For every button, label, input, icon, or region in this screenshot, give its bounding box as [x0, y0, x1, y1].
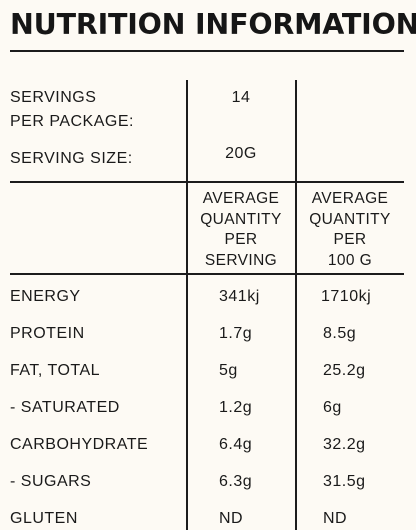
column-divider-1 — [186, 80, 188, 530]
row-sugars-label: - SUGARS — [10, 473, 92, 490]
row-gluten-per-serving: ND — [219, 510, 244, 527]
row-saturated-per-serving: 1.2g — [219, 399, 253, 416]
row-fat-total-per-serving: 5g — [219, 362, 238, 379]
column-header-per-serving-line3: PER — [224, 231, 258, 248]
column-header-per-100g-line3: PER — [333, 231, 367, 248]
row-saturated-label: - SATURATED — [10, 399, 120, 416]
column-header-per-100g-line2: QUANTITY — [309, 210, 391, 228]
row-protein-label: PROTEIN — [10, 325, 85, 342]
column-header-per-serving-line1: AVERAGE — [202, 190, 280, 207]
row-saturated-per-100g: 6g — [323, 399, 342, 416]
row-fat-total-per-100g: 25.2g — [323, 362, 366, 379]
row-carbohydrate-per-serving: 6.4g — [219, 436, 253, 453]
row-protein-per-serving: 1.7g — [219, 325, 253, 342]
column-header-per-serving-line4: SERVING — [204, 251, 278, 269]
servings-label-line2: PER PACKAGE: — [10, 113, 134, 130]
column-divider-2 — [295, 80, 297, 530]
row-protein-per-100g: 8.5g — [323, 325, 357, 342]
column-header-per-100g-line1: AVERAGE — [311, 190, 389, 207]
column-header-per-100g-line4: 100 G — [327, 251, 373, 269]
row-fat-total-label: FAT, TOTAL — [10, 362, 101, 379]
row-gluten-per-100g: ND — [323, 510, 348, 527]
summary-divider — [10, 181, 404, 183]
title-underline — [10, 50, 404, 52]
serving-size-label: SERVING SIZE: — [10, 150, 133, 167]
page-title: NUTRITION INFORMATION — [10, 8, 416, 41]
row-energy-per-100g: 1710kj — [321, 288, 372, 305]
servings-label-line1: SERVINGS — [10, 89, 97, 106]
servings-value: 14 — [231, 89, 251, 106]
row-gluten-label: GLUTEN — [10, 510, 78, 527]
serving-size-value: 20G — [225, 145, 257, 162]
row-energy-label: ENERGY — [10, 288, 81, 305]
row-sugars-per-serving: 6.3g — [219, 473, 253, 490]
row-sugars-per-100g: 31.5g — [323, 473, 366, 490]
row-energy-per-serving: 341kj — [219, 288, 260, 305]
row-carbohydrate-label: CARBOHYDRATE — [10, 436, 149, 453]
header-divider — [10, 273, 404, 275]
column-header-per-serving: AVERAGE QUANTITY PER SERVING — [187, 189, 295, 271]
column-header-per-100g: AVERAGE QUANTITY PER 100 G — [297, 189, 403, 271]
row-carbohydrate-per-100g: 32.2g — [323, 436, 366, 453]
column-header-per-serving-line2: QUANTITY — [200, 210, 282, 228]
